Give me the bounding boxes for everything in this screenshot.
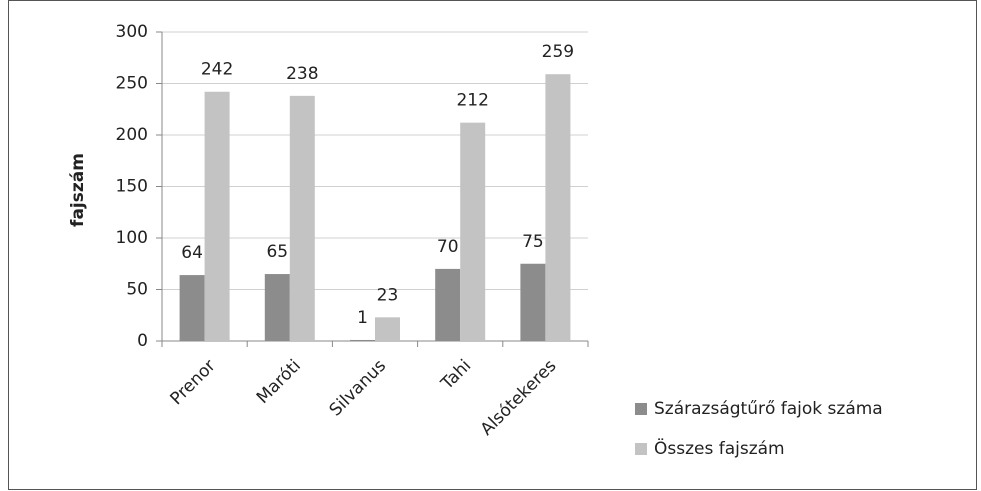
- legend-label: Összes fajszám: [654, 437, 785, 459]
- data-label: 238: [286, 64, 318, 84]
- y-tick-label: 0: [137, 331, 148, 351]
- data-label: 70: [437, 237, 459, 257]
- legend-swatch: [635, 443, 647, 455]
- bar: [435, 268, 461, 341]
- bar: [520, 263, 546, 341]
- data-label: 64: [181, 243, 203, 263]
- bar: [179, 275, 205, 341]
- bar: [460, 122, 486, 341]
- y-tick-label: 150: [116, 177, 148, 197]
- x-tick-label: Silvanus: [326, 356, 391, 421]
- data-label: 242: [201, 60, 233, 80]
- x-tick-label: Alsótekeres: [477, 356, 561, 440]
- bar: [204, 91, 230, 342]
- bar: [375, 317, 400, 341]
- data-label: 23: [377, 285, 399, 305]
- y-tick-label: 50: [126, 280, 148, 300]
- bar: [545, 74, 571, 341]
- y-tick-label: 300: [116, 22, 148, 42]
- y-tick-label: 100: [116, 228, 148, 248]
- data-label: 259: [542, 42, 574, 62]
- x-tick-label: Maróti: [253, 356, 305, 408]
- y-axis-label: fajszám: [68, 153, 88, 227]
- bar: [350, 339, 375, 341]
- legend-label: Szárazságtűrő fajok száma: [654, 399, 883, 419]
- frame: [8, 0, 977, 490]
- x-tick-label: Tahi: [437, 356, 476, 395]
- data-label: 1: [357, 308, 368, 328]
- y-tick-label: 200: [116, 125, 148, 145]
- y-tick-label: 250: [116, 74, 148, 94]
- bar: [264, 274, 290, 341]
- data-label: 75: [522, 232, 544, 252]
- data-label: 65: [266, 242, 288, 262]
- x-tick-label: Prenor: [166, 356, 219, 409]
- bar: [289, 95, 315, 341]
- data-label: 212: [456, 91, 488, 111]
- legend-swatch: [635, 403, 647, 415]
